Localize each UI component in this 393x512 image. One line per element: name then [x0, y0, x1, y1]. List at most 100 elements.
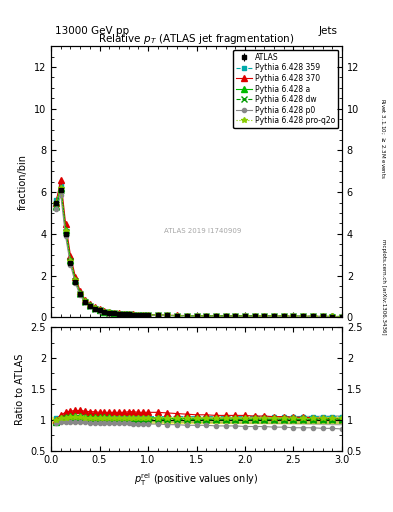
Pythia 6.428 a: [141, 312, 145, 318]
Pythia 6.428 dw: [53, 204, 58, 210]
Pythia 6.428 a: [146, 312, 151, 318]
Pythia 6.428 359: [107, 309, 112, 315]
Pythia 6.428 359: [291, 313, 296, 319]
Pythia 6.428 a: [223, 313, 228, 319]
Pythia 6.428 dw: [88, 303, 92, 309]
Legend: ATLAS, Pythia 6.428 359, Pythia 6.428 370, Pythia 6.428 a, Pythia 6.428 dw, Pyth: ATLAS, Pythia 6.428 359, Pythia 6.428 37…: [233, 50, 338, 128]
Pythia 6.428 a: [117, 311, 121, 317]
Pythia 6.428 370: [184, 312, 189, 318]
Pythia 6.428 370: [117, 310, 121, 316]
Line: Pythia 6.428 dw: Pythia 6.428 dw: [53, 187, 345, 319]
Pythia 6.428 359: [242, 313, 247, 319]
Pythia 6.428 dw: [175, 312, 180, 318]
Pythia 6.428 a: [165, 312, 170, 318]
Pythia 6.428 a: [175, 312, 180, 318]
Pythia 6.428 a: [53, 203, 58, 209]
Pythia 6.428 p0: [340, 313, 344, 319]
Pythia 6.428 370: [213, 313, 218, 319]
Pythia 6.428 a: [291, 313, 296, 319]
Pythia 6.428 pro-q2o: [272, 313, 276, 319]
Pythia 6.428 dw: [78, 291, 83, 297]
Pythia 6.428 359: [131, 311, 136, 317]
Pythia 6.428 pro-q2o: [73, 278, 78, 284]
Line: Pythia 6.428 359: Pythia 6.428 359: [54, 184, 344, 318]
Pythia 6.428 359: [73, 277, 78, 283]
Pythia 6.428 a: [136, 312, 141, 318]
Pythia 6.428 a: [107, 309, 112, 315]
Pythia 6.428 dw: [155, 312, 160, 318]
Pythia 6.428 370: [330, 313, 334, 319]
Pythia 6.428 370: [320, 313, 325, 319]
Text: 13000 GeV pp: 13000 GeV pp: [55, 26, 129, 36]
Pythia 6.428 p0: [204, 313, 209, 319]
Pythia 6.428 dw: [63, 229, 68, 236]
Pythia 6.428 370: [301, 313, 305, 319]
Pythia 6.428 p0: [146, 312, 151, 318]
Pythia 6.428 370: [272, 313, 276, 319]
Pythia 6.428 370: [63, 221, 68, 227]
Pythia 6.428 a: [78, 290, 83, 296]
Text: ATLAS 2019 I1740909: ATLAS 2019 I1740909: [163, 227, 241, 233]
Pythia 6.428 p0: [73, 280, 78, 286]
Pythia 6.428 370: [92, 305, 97, 311]
Pythia 6.428 370: [53, 200, 58, 206]
Line: Pythia 6.428 pro-q2o: Pythia 6.428 pro-q2o: [53, 185, 345, 319]
Pythia 6.428 359: [53, 197, 58, 203]
Pythia 6.428 a: [301, 313, 305, 319]
Pythia 6.428 pro-q2o: [112, 310, 116, 316]
Pythia 6.428 pro-q2o: [117, 311, 121, 317]
Pythia 6.428 359: [175, 312, 180, 318]
X-axis label: $p_{\mathrm{T}}^{\mathrm{rel}}$ (positive values only): $p_{\mathrm{T}}^{\mathrm{rel}}$ (positiv…: [134, 471, 259, 488]
Pythia 6.428 a: [272, 313, 276, 319]
Pythia 6.428 370: [175, 312, 180, 318]
Pythia 6.428 359: [320, 313, 325, 319]
Pythia 6.428 p0: [92, 306, 97, 312]
Pythia 6.428 359: [301, 313, 305, 319]
Pythia 6.428 a: [68, 257, 73, 263]
Pythia 6.428 a: [63, 227, 68, 233]
Text: Jets: Jets: [319, 26, 338, 36]
Pythia 6.428 pro-q2o: [155, 312, 160, 318]
Pythia 6.428 p0: [213, 313, 218, 319]
Pythia 6.428 359: [262, 313, 267, 319]
Pythia 6.428 pro-q2o: [68, 258, 73, 264]
Pythia 6.428 pro-q2o: [320, 313, 325, 319]
Pythia 6.428 p0: [126, 312, 131, 318]
Pythia 6.428 359: [194, 313, 199, 319]
Pythia 6.428 pro-q2o: [204, 313, 209, 319]
Pythia 6.428 pro-q2o: [102, 309, 107, 315]
Pythia 6.428 370: [97, 306, 102, 312]
Pythia 6.428 pro-q2o: [83, 298, 87, 304]
Pythia 6.428 a: [340, 313, 344, 319]
Pythia 6.428 a: [194, 313, 199, 319]
Pythia 6.428 pro-q2o: [233, 313, 238, 319]
Pythia 6.428 pro-q2o: [97, 307, 102, 313]
Pythia 6.428 pro-q2o: [262, 313, 267, 319]
Pythia 6.428 370: [141, 312, 145, 318]
Pythia 6.428 p0: [291, 313, 296, 319]
Pythia 6.428 dw: [141, 312, 145, 318]
Pythia 6.428 370: [310, 313, 315, 319]
Pythia 6.428 p0: [68, 262, 73, 268]
Pythia 6.428 359: [233, 313, 238, 319]
Pythia 6.428 p0: [136, 312, 141, 318]
Pythia 6.428 dw: [272, 313, 276, 319]
Pythia 6.428 pro-q2o: [63, 228, 68, 234]
Pythia 6.428 370: [223, 313, 228, 319]
Pythia 6.428 dw: [204, 313, 209, 319]
Pythia 6.428 dw: [223, 313, 228, 319]
Pythia 6.428 dw: [117, 311, 121, 317]
Pythia 6.428 a: [281, 313, 286, 319]
Pythia 6.428 370: [68, 252, 73, 259]
Pythia 6.428 359: [281, 313, 286, 319]
Pythia 6.428 dw: [242, 313, 247, 319]
Pythia 6.428 dw: [83, 298, 87, 305]
Pythia 6.428 pro-q2o: [252, 313, 257, 319]
Pythia 6.428 p0: [272, 313, 276, 319]
Pythia 6.428 a: [213, 313, 218, 319]
Pythia 6.428 dw: [310, 313, 315, 319]
Pythia 6.428 359: [155, 312, 160, 318]
Pythia 6.428 dw: [97, 307, 102, 313]
Pythia 6.428 a: [242, 313, 247, 319]
Text: Rivet 3.1.10; $\geq$ 2.3M events: Rivet 3.1.10; $\geq$ 2.3M events: [379, 98, 387, 179]
